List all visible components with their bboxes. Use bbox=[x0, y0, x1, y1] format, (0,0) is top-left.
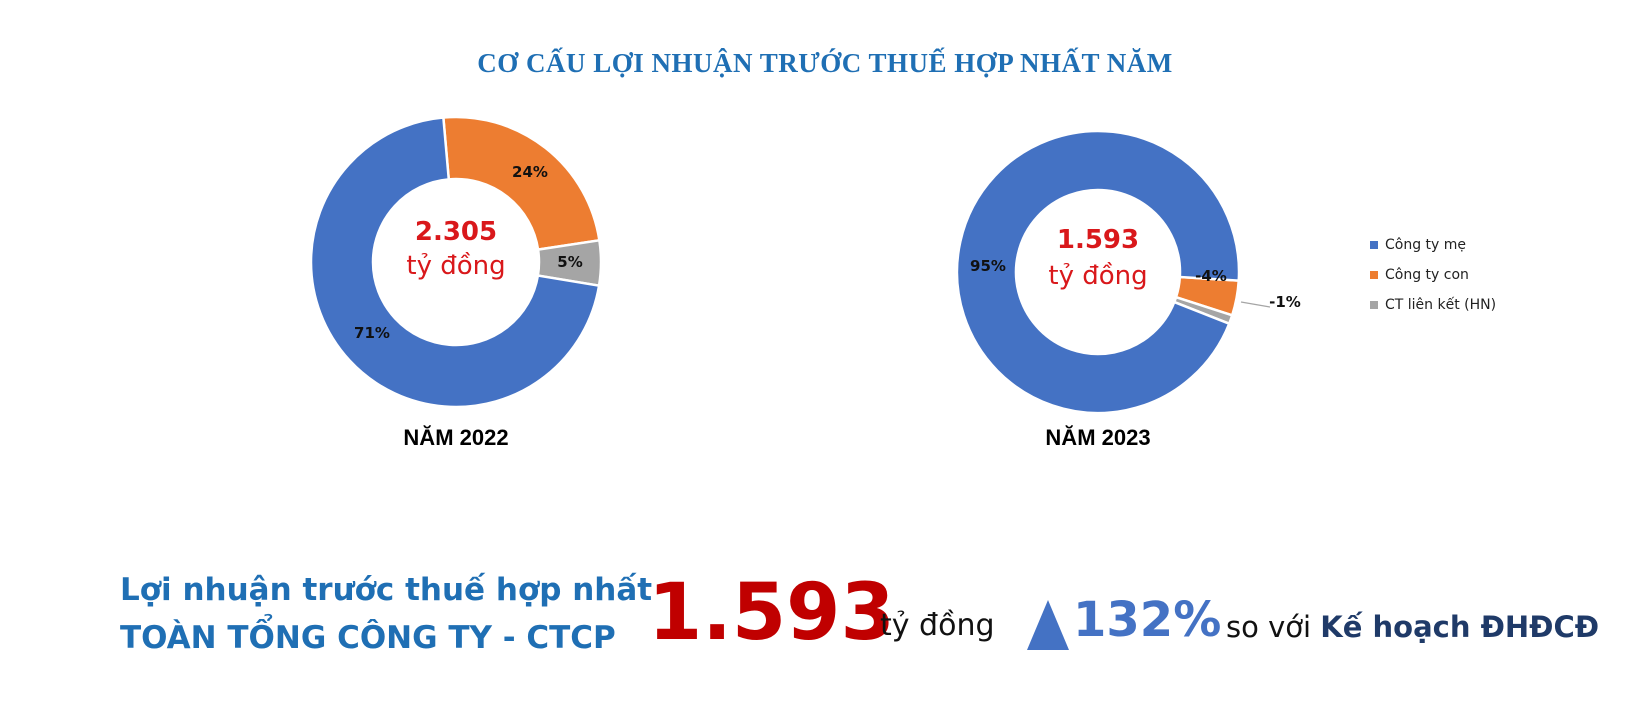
chart-title: CƠ CẤU LỢI NHUẬN TRƯỚC THUẾ HỢP NHẤT NĂM bbox=[477, 48, 1173, 78]
legend-swatch-subsidiary bbox=[1370, 271, 1378, 279]
donut-chart-2022: 71% 24% 5% 2.305 tỷ đồng NĂM 2022 bbox=[309, 115, 603, 450]
legend-swatch-associate bbox=[1370, 301, 1378, 309]
growth-percent: 132% bbox=[1073, 592, 1222, 648]
summary-caption: Lợi nhuận trước thuế hợp nhất TOÀN TỔNG … bbox=[120, 566, 652, 662]
center-value-2023: 1.593 bbox=[1057, 225, 1139, 255]
slice-2022-subsidiary bbox=[442, 115, 601, 252]
center-unit-2022: tỷ đồng bbox=[406, 251, 505, 281]
legend-label-parent: Công ty mẹ bbox=[1385, 237, 1467, 253]
growth-comparison: so với Kế hoạch ĐHĐCĐ bbox=[1226, 610, 1599, 644]
legend-label-associate: CT liên kết (HN) bbox=[1385, 297, 1497, 313]
legend-swatch-parent bbox=[1370, 241, 1378, 249]
label-2023-parent: 95% bbox=[970, 257, 1006, 275]
slice-2022-parent bbox=[309, 116, 601, 409]
summary-value: 1.593 bbox=[648, 568, 895, 658]
label-2022-subsidiary: 24% bbox=[512, 163, 548, 181]
legend-item-associate: CT liên kết (HN) bbox=[1370, 290, 1496, 320]
label-2023-associate: -1% bbox=[1269, 293, 1301, 311]
center-value-2022: 2.305 bbox=[415, 217, 497, 247]
label-2022-associate: 5% bbox=[557, 253, 582, 271]
up-triangle-icon bbox=[1027, 600, 1069, 650]
summary-line1: Lợi nhuận trước thuế hợp nhất bbox=[120, 572, 653, 608]
leader-line-2023 bbox=[1240, 301, 1271, 308]
summary-unit: tỷ đồng bbox=[880, 608, 995, 643]
compare-target: Kế hoạch ĐHĐCĐ bbox=[1320, 610, 1600, 644]
legend-label-subsidiary: Công ty con bbox=[1385, 267, 1469, 283]
year-title-2022: NĂM 2022 bbox=[403, 425, 508, 450]
legend-item-subsidiary: Công ty con bbox=[1370, 260, 1496, 290]
legend-item-parent: Công ty mẹ bbox=[1370, 230, 1496, 260]
center-unit-2023: tỷ đồng bbox=[1048, 261, 1147, 291]
legend: Công ty mẹ Công ty con CT liên kết (HN) bbox=[1370, 230, 1496, 320]
summary-line2: TOÀN TỔNG CÔNG TY - CTCP bbox=[120, 620, 616, 656]
label-2022-parent: 71% bbox=[354, 324, 390, 342]
donut-chart-2023: 95% -4% -1% 1.593 tỷ đồng NĂM 2023 bbox=[955, 129, 1301, 450]
compare-prefix: so với bbox=[1226, 610, 1312, 644]
slice-2023-parent bbox=[955, 129, 1241, 415]
year-title-2023: NĂM 2023 bbox=[1045, 425, 1150, 450]
label-2023-subsidiary: -4% bbox=[1195, 267, 1227, 285]
